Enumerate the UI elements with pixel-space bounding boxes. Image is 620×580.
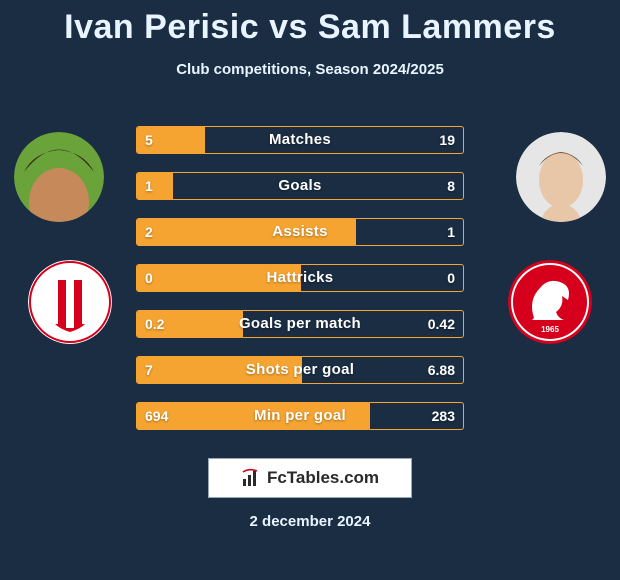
svg-text:1965: 1965 [541,325,559,334]
stat-label: Matches [137,127,463,153]
stat-row: 76.88Shots per goal [136,356,464,384]
stat-label: Min per goal [137,403,463,429]
stat-row: 694283Min per goal [136,402,464,430]
page-title: Ivan Perisic vs Sam Lammers [0,0,620,47]
stat-bars: 519Matches 18Goals 21Assists 00Hattricks 0.2… [136,126,464,448]
club-right-badge: 1965 [508,260,592,344]
stat-label: Assists [137,219,463,245]
player-right-avatar [516,132,606,222]
stat-label: Shots per goal [137,357,463,383]
footer-date: 2 december 2024 [0,513,620,530]
stat-label: Goals [137,173,463,199]
subtitle: Club competitions, Season 2024/2025 [0,61,620,78]
stat-row: 18Goals [136,172,464,200]
player-left-avatar [14,132,104,222]
fctables-logo: FcTables.com [208,458,412,498]
stat-row: 0.20.42Goals per match [136,310,464,338]
club-left-badge [28,260,112,344]
stat-label: Goals per match [137,311,463,337]
stat-row: 00Hattricks [136,264,464,292]
stat-row: 21Assists [136,218,464,246]
bar-chart-icon [241,468,261,488]
stat-label: Hattricks [137,265,463,291]
stat-row: 519Matches [136,126,464,154]
footer-brand-text: FcTables.com [267,468,379,488]
